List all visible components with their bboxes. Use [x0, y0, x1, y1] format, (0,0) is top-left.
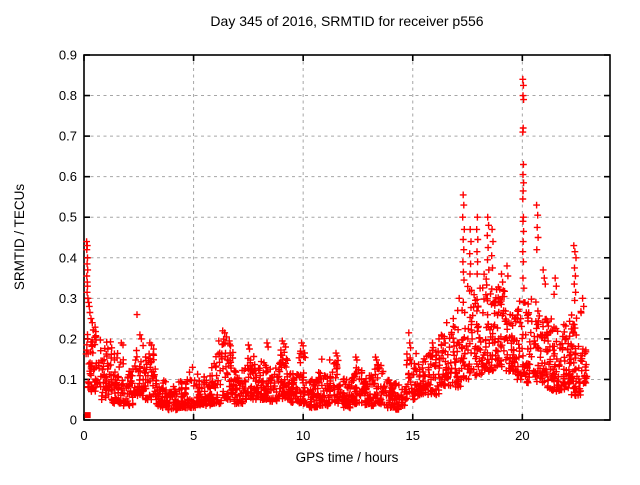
y-tick-label: 0.3 [59, 291, 77, 306]
y-tick-label: 0.2 [59, 331, 77, 346]
plot-border [83, 54, 611, 421]
x-tick-label: 20 [515, 428, 529, 443]
y-tick-label: 0.5 [59, 210, 77, 225]
grid-lines [84, 55, 610, 420]
x-tick-label: 10 [296, 428, 310, 443]
y-tick-labels: 0 0.1 0.2 0.3 0.4 0.5 0.6 0.7 0.8 0.9 [59, 48, 77, 428]
y-tick-label: 0.9 [59, 48, 77, 63]
y-axis-label: SRMTID / TECUs [12, 184, 27, 291]
y-tick-label: 0.1 [59, 372, 77, 387]
x-tick-labels: 0 5 10 15 20 [80, 428, 529, 443]
y-tick-label: 0.4 [59, 250, 77, 265]
scatter-points [82, 75, 591, 414]
x-tick-label: 5 [190, 428, 197, 443]
axis-ticks [83, 54, 610, 421]
y-tick-label: 0 [70, 413, 77, 428]
y-tick-label: 0.8 [59, 88, 77, 103]
y-tick-label: 0.7 [59, 129, 77, 144]
origin-square-marker [84, 412, 91, 419]
x-tick-label: 15 [406, 428, 420, 443]
x-axis-label: GPS time / hours [296, 450, 399, 465]
y-tick-label: 0.6 [59, 169, 77, 184]
x-tick-label: 0 [80, 428, 87, 443]
chart-title: Day 345 of 2016, SRMTID for receiver p55… [210, 13, 483, 29]
